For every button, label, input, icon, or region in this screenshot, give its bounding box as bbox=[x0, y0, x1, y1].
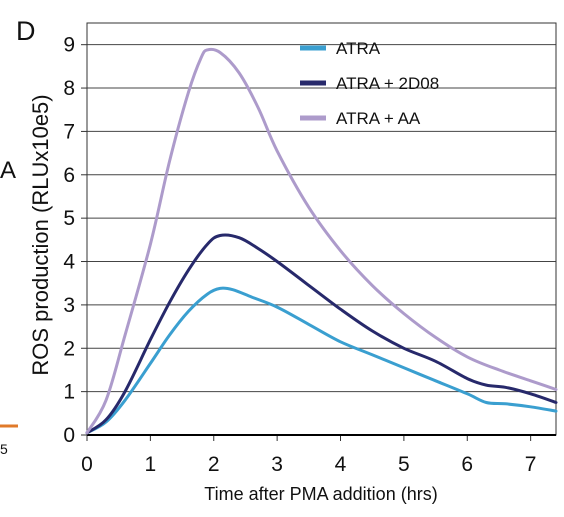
y-tick-label-3: 3 bbox=[63, 294, 75, 317]
y-tick-label-0: 0 bbox=[63, 424, 75, 447]
series-lines bbox=[85, 47, 558, 435]
y-tick-label-8: 8 bbox=[63, 77, 75, 100]
y-axis-label: ROS production (RLUx10e5) bbox=[28, 94, 53, 375]
panel-letter: D bbox=[16, 16, 36, 46]
y-tick-label-7: 7 bbox=[63, 120, 75, 143]
series-line-atra-aa bbox=[85, 47, 558, 435]
legend-label-atra-aa: ATRA + AA bbox=[336, 109, 421, 128]
y-tick-label-4: 4 bbox=[63, 251, 75, 274]
y-tick-label-6: 6 bbox=[63, 164, 75, 187]
legend-label-atra-2d08: ATRA + 2D08 bbox=[336, 74, 439, 93]
y-tick-label-9: 9 bbox=[63, 34, 75, 57]
left-edge-fragments: A 5 bbox=[0, 157, 18, 457]
x-tick-label-2: 2 bbox=[208, 453, 220, 476]
x-tick-label-4: 4 bbox=[335, 453, 347, 476]
edge-fragment-text: A bbox=[0, 157, 16, 184]
y-tick-label-2: 2 bbox=[63, 337, 75, 360]
legend: ATRA ATRA + 2D08 ATRA + AA bbox=[300, 39, 439, 128]
y-axis-ticks: 0 1 2 3 4 5 6 7 8 9 bbox=[63, 34, 87, 447]
series-line-atra-2d08 bbox=[85, 233, 558, 435]
x-tick-label-1: 1 bbox=[145, 453, 157, 476]
series-line-atra bbox=[85, 286, 558, 435]
x-tick-label-0: 0 bbox=[81, 453, 93, 476]
legend-label-atra: ATRA bbox=[336, 39, 381, 58]
y-tick-label-1: 1 bbox=[63, 381, 75, 404]
x-tick-label-6: 6 bbox=[461, 453, 473, 476]
edge-fragment-number: 5 bbox=[0, 441, 8, 457]
y-tick-label-5: 5 bbox=[63, 207, 75, 230]
x-axis-ticks: 0 1 2 3 4 5 6 7 bbox=[81, 435, 536, 476]
x-tick-label-7: 7 bbox=[525, 453, 537, 476]
x-tick-label-5: 5 bbox=[398, 453, 410, 476]
x-axis-label: Time after PMA addition (hrs) bbox=[204, 484, 437, 504]
x-tick-label-3: 3 bbox=[271, 453, 283, 476]
